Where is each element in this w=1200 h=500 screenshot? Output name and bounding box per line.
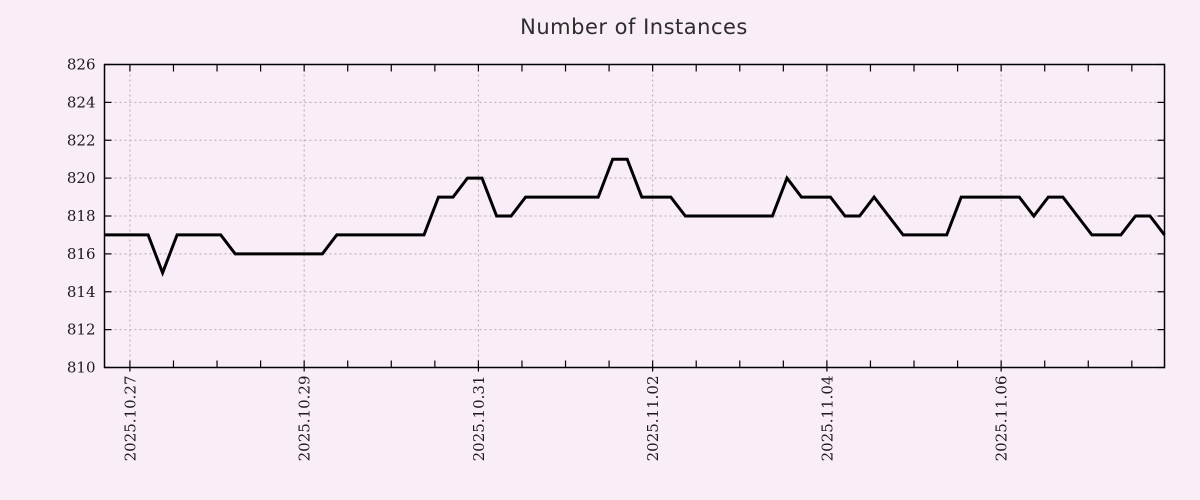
x-tick-label: 2025.10.31 [470,376,488,462]
x-tick-label: 2025.11.04 [818,376,836,462]
plot-border [103,63,1166,369]
x-tick-label: 2025.11.06 [993,376,1011,462]
x-tick-label: 2025.10.27 [121,376,139,462]
y-tick-label: 812 [67,321,96,339]
x-tick-label: 2025.11.02 [644,376,662,462]
y-tick-label: 810 [67,359,96,377]
y-tick-label: 824 [67,93,96,111]
y-tick-label: 818 [67,207,96,225]
y-tick-label: 820 [67,169,96,187]
y-tick-label: 816 [67,245,96,263]
chart-title: Number of Instances [520,15,748,39]
y-tick-label: 822 [67,131,96,149]
x-tick-label: 2025.10.29 [296,376,314,462]
series-line [104,157,1166,277]
y-tick-label: 814 [67,283,96,301]
y-tick-label: 826 [67,56,96,74]
